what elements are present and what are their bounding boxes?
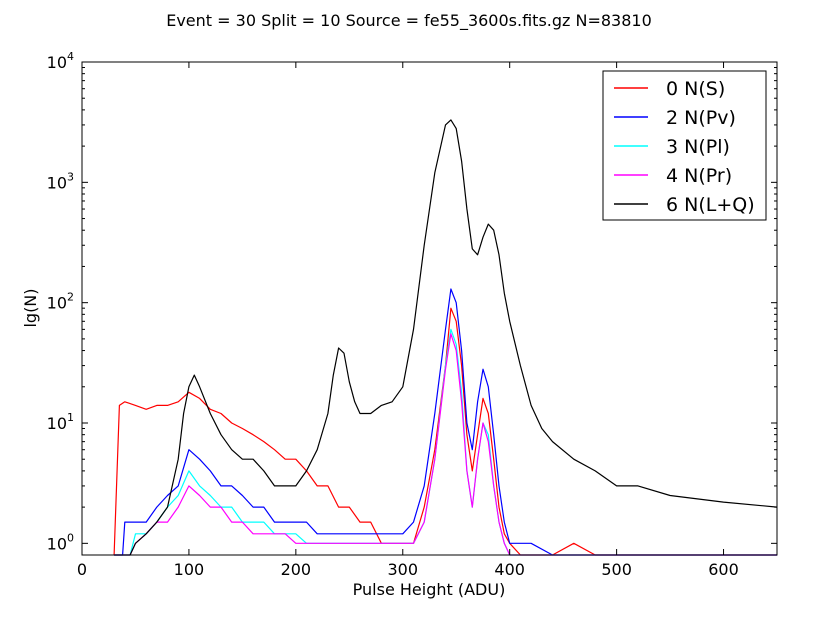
legend-entry-label: 0 N(S) xyxy=(666,78,725,100)
x-tick-label: 500 xyxy=(601,560,632,579)
x-tick-label: 400 xyxy=(494,560,525,579)
legend: 0 N(S) 2 N(Pv) 3 N(Pl) 4 N(Pr) 6 N(L+Q) xyxy=(602,70,767,221)
x-axis: 0 100 200 300 400 500 600 xyxy=(77,62,739,579)
y-tick-label: 103 xyxy=(47,170,74,192)
x-tick-label: 0 xyxy=(77,560,87,579)
y-tick-label: 100 xyxy=(47,531,74,553)
y-axis-label: lg(N) xyxy=(21,288,40,327)
legend-entry-label: 4 N(Pr) xyxy=(666,165,732,187)
y-tick-label: 101 xyxy=(47,411,74,433)
x-tick-label: 600 xyxy=(708,560,739,579)
series-line-4 xyxy=(114,119,778,556)
legend-entry-label: 6 N(L+Q) xyxy=(666,194,755,216)
legend-entry-label: 3 N(Pl) xyxy=(666,136,730,158)
series-line-1 xyxy=(114,288,777,556)
chart-title: Event = 30 Split = 10 Source = fe55_3600… xyxy=(166,11,652,31)
x-tick-label: 100 xyxy=(174,560,205,579)
y-axis: 100 101 102 103 104 xyxy=(47,50,777,553)
x-tick-label: 200 xyxy=(281,560,312,579)
x-axis-label: Pulse Height (ADU) xyxy=(353,580,506,599)
y-tick-label: 104 xyxy=(47,50,74,72)
y-tick-label: 102 xyxy=(47,291,74,313)
x-tick-label: 300 xyxy=(387,560,418,579)
legend-entry-label: 2 N(Pv) xyxy=(666,107,736,129)
